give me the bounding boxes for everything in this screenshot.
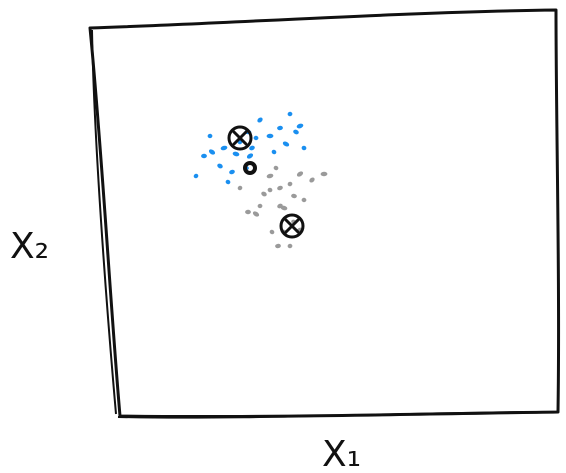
- blue-point: [296, 123, 304, 129]
- x-axis-label: X₁: [322, 434, 361, 473]
- blue-point: [229, 169, 235, 175]
- gray-point: [261, 191, 267, 197]
- blue-point: [277, 125, 283, 131]
- blue-point: [246, 153, 254, 159]
- blue-point: [232, 151, 240, 157]
- gray-point: [301, 197, 307, 203]
- plot-frame-overdraw: [91, 29, 541, 419]
- gray-point: [237, 185, 243, 191]
- blue-point: [217, 163, 223, 169]
- gray-point: [269, 229, 275, 235]
- scatter-points: [193, 111, 328, 249]
- gray-point: [287, 181, 293, 187]
- gray-point: [245, 209, 251, 215]
- blue-point: [293, 129, 299, 135]
- blue-point: [253, 135, 259, 141]
- blue-point: [271, 149, 277, 155]
- gray-point: [309, 177, 315, 183]
- gray-point: [273, 165, 279, 171]
- gray-point: [320, 171, 328, 177]
- y-axis-label: X₂: [10, 226, 49, 267]
- gray-point: [277, 185, 283, 191]
- gray-point: [280, 205, 288, 211]
- gray-point: [277, 203, 283, 209]
- blue-point: [193, 173, 199, 179]
- blue-point: [220, 145, 228, 151]
- blue-point: [266, 133, 274, 139]
- blue-point: [207, 133, 213, 139]
- blue-point: [301, 145, 307, 151]
- blue-centroid-marker: [227, 125, 253, 151]
- blue-point: [257, 117, 263, 123]
- gray-point: [296, 171, 304, 177]
- overall-mean-marker: [243, 161, 257, 175]
- gray-point: [252, 211, 260, 217]
- gray-point: [287, 243, 293, 249]
- gray-point: [266, 173, 274, 179]
- gray-point: [257, 203, 263, 209]
- gray-point: [291, 193, 297, 199]
- gray-centroid-marker: [279, 213, 305, 239]
- gray-point: [275, 243, 281, 249]
- blue-point: [287, 111, 293, 117]
- centroid-markers: [227, 125, 305, 239]
- plot-frame: [88, 8, 561, 419]
- blue-point: [249, 145, 255, 151]
- blue-point: [282, 141, 290, 147]
- gray-point: [267, 187, 273, 193]
- blue-point: [225, 179, 231, 185]
- blue-point: [208, 149, 216, 155]
- blue-point: [201, 153, 207, 159]
